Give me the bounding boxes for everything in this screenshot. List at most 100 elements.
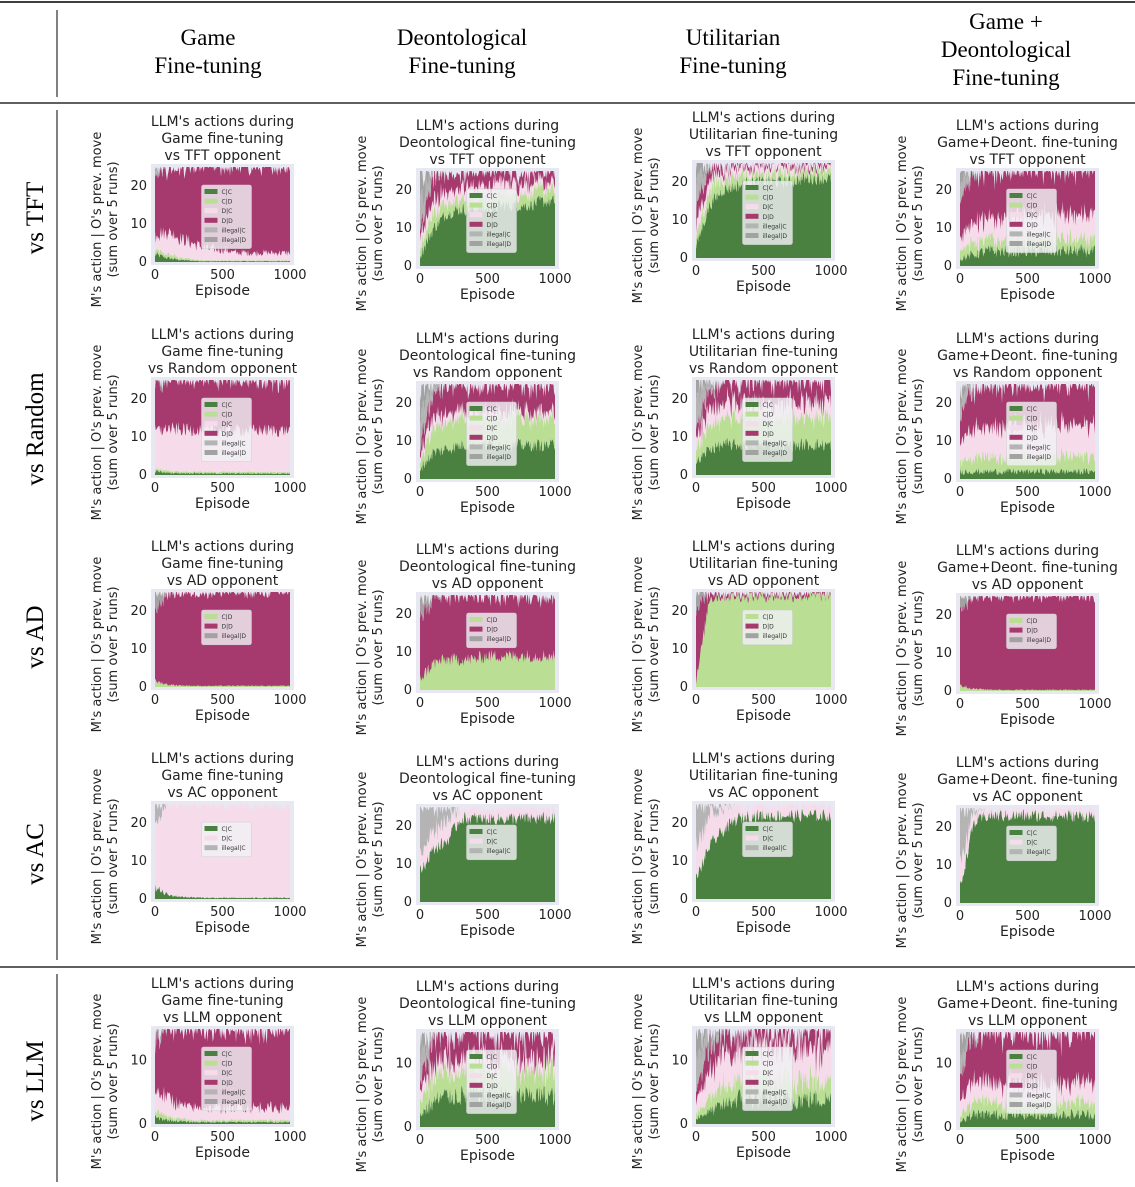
y-tick-label: 10 bbox=[671, 1054, 688, 1069]
legend-label-c-c: C|C bbox=[763, 826, 773, 833]
y-tick-label: 10 bbox=[130, 217, 147, 232]
legend-label-d-c: D|C bbox=[222, 421, 233, 428]
legend-label-c-c: C|C bbox=[222, 189, 232, 196]
legend: C|C C|D D|C D|D illegal|C illegal|D bbox=[742, 397, 793, 462]
legend-label-illegal-d: illegal|D bbox=[222, 237, 247, 244]
legend-swatch-c-d bbox=[469, 617, 483, 622]
y-tick-label: 20 bbox=[130, 392, 147, 407]
x-tick-label: 1000 bbox=[273, 268, 306, 283]
area-series-c-c bbox=[960, 467, 1095, 479]
legend-swatch-illegal-c bbox=[469, 231, 483, 237]
y-axis-label-line: (sum over 5 runs) bbox=[106, 1023, 121, 1139]
chart-title-line: vs AC opponent bbox=[432, 788, 543, 804]
area-series-d-c bbox=[960, 808, 1095, 884]
y-axis-label-line: M's action | O's prev. move bbox=[631, 769, 646, 945]
y-axis-label-line: M's action | O's prev. move bbox=[355, 997, 370, 1173]
legend-swatch-illegal-d bbox=[204, 633, 218, 639]
x-tick-label: 1000 bbox=[538, 908, 571, 923]
legend-swatch-c-d bbox=[204, 1060, 218, 1066]
legend-swatch-illegal-d bbox=[469, 454, 483, 459]
legend: C|C C|D D|C D|D illegal|C illegal|D bbox=[1006, 188, 1057, 253]
x-tick-label: 0 bbox=[416, 485, 424, 500]
x-tick-label: 0 bbox=[692, 1130, 700, 1145]
legend-swatch-d-c bbox=[469, 1073, 483, 1079]
chart-title-line: Game+Deont. fine-tuning bbox=[937, 135, 1118, 151]
legend-label-illegal-d: illegal|D bbox=[487, 241, 512, 248]
legend-swatch-c-d bbox=[1009, 202, 1023, 208]
area-series-c-d bbox=[420, 649, 555, 690]
legend-swatch-illegal-d bbox=[204, 1099, 218, 1104]
legend-label-illegal-d: illegal|D bbox=[1027, 241, 1052, 248]
area-series-c-d bbox=[155, 467, 290, 475]
y-tick-label: 0 bbox=[680, 468, 688, 483]
legend-swatch-illegal-c bbox=[745, 223, 759, 229]
legend-swatch-illegal-c bbox=[745, 440, 759, 446]
y-tick-label: 20 bbox=[395, 396, 412, 411]
legend: C|C C|D D|C D|D illegal|C illegal|D bbox=[201, 1046, 252, 1111]
x-tick-label: 1000 bbox=[538, 485, 571, 500]
legend-swatch-illegal-d bbox=[745, 450, 759, 455]
legend-label-illegal-d: illegal|D bbox=[487, 1102, 512, 1109]
y-axis-label-line: (sum over 5 runs) bbox=[371, 589, 386, 705]
legend-swatch-d-d bbox=[745, 430, 759, 436]
chart-title-line: vs AD opponent bbox=[708, 573, 820, 589]
y-axis-label-line: M's action | O's prev. move bbox=[90, 132, 105, 308]
legend-label-illegal-c: illegal|C bbox=[1027, 1092, 1051, 1099]
chart-title-line: LLM's actions during bbox=[151, 976, 294, 992]
legend-label-illegal-d: illegal|D bbox=[487, 454, 512, 461]
y-axis-label-line: M's action | O's prev. move bbox=[90, 345, 105, 521]
chart-title-line: vs AC opponent bbox=[708, 785, 819, 801]
x-tick-label: 0 bbox=[956, 1133, 964, 1148]
legend-swatch-illegal-d bbox=[469, 636, 483, 642]
column-header-line: Game + bbox=[969, 9, 1043, 34]
y-axis-label-line: (sum over 5 runs) bbox=[647, 1023, 662, 1139]
x-tick-label: 0 bbox=[956, 272, 964, 287]
legend-swatch-d-c bbox=[469, 838, 483, 844]
legend-label-illegal-c: illegal|C bbox=[487, 444, 511, 451]
legend-swatch-c-d bbox=[745, 411, 759, 417]
y-tick-label: 0 bbox=[944, 472, 952, 487]
legend-label-illegal-c: illegal|C bbox=[763, 223, 787, 230]
legend-swatch-illegal-c bbox=[1009, 1092, 1023, 1098]
row-header-vs-ac: vs AC bbox=[22, 823, 49, 885]
x-tick-label: 500 bbox=[210, 905, 235, 920]
legend-swatch-d-c bbox=[204, 1070, 218, 1076]
legend-label-d-c: D|C bbox=[763, 421, 774, 428]
legend: C|C C|D D|C D|D illegal|C illegal|D bbox=[466, 1049, 517, 1114]
x-tick-label: 500 bbox=[210, 481, 235, 496]
chart-title-line: Game fine-tuning bbox=[161, 556, 283, 572]
x-tick-label: 0 bbox=[416, 696, 424, 711]
chart-title-line: LLM's actions during bbox=[416, 542, 559, 558]
y-tick-label: 10 bbox=[671, 430, 688, 445]
legend-label-illegal-c: illegal|C bbox=[487, 231, 511, 238]
legend-swatch-c-c bbox=[204, 189, 218, 194]
y-tick-label: 20 bbox=[671, 816, 688, 831]
y-tick-label: 20 bbox=[395, 607, 412, 622]
legend-label-illegal-c: illegal|C bbox=[487, 1092, 511, 1099]
legend-swatch-illegal-c bbox=[469, 1092, 483, 1098]
legend-swatch-d-d bbox=[745, 213, 759, 219]
chart-title-line: LLM's actions during bbox=[692, 327, 835, 343]
y-tick-label: 10 bbox=[395, 221, 412, 236]
legend-label-d-c: D|C bbox=[763, 836, 774, 843]
x-axis-label: Episode bbox=[460, 287, 515, 303]
legend-label-illegal-c: illegal|C bbox=[222, 1089, 246, 1096]
chart-title-line: Utilitarian fine-tuning bbox=[689, 993, 838, 1009]
x-tick-label: 0 bbox=[692, 264, 700, 279]
legend-label-c-d: C|D bbox=[487, 416, 498, 423]
x-tick-label: 500 bbox=[475, 1133, 500, 1148]
chart-title-line: Game+Deont. fine-tuning bbox=[937, 348, 1118, 364]
chart-title-line: LLM's actions during bbox=[692, 751, 835, 767]
y-tick-label: 0 bbox=[944, 896, 952, 911]
area-series-d-d bbox=[696, 1029, 831, 1106]
x-tick-label: 500 bbox=[751, 481, 776, 496]
area-series-d-d bbox=[696, 592, 831, 685]
y-tick-label: 10 bbox=[671, 213, 688, 228]
y-tick-label: 20 bbox=[671, 604, 688, 619]
area-series-c-d bbox=[155, 679, 290, 687]
y-axis-label-line: (sum over 5 runs) bbox=[647, 374, 662, 490]
